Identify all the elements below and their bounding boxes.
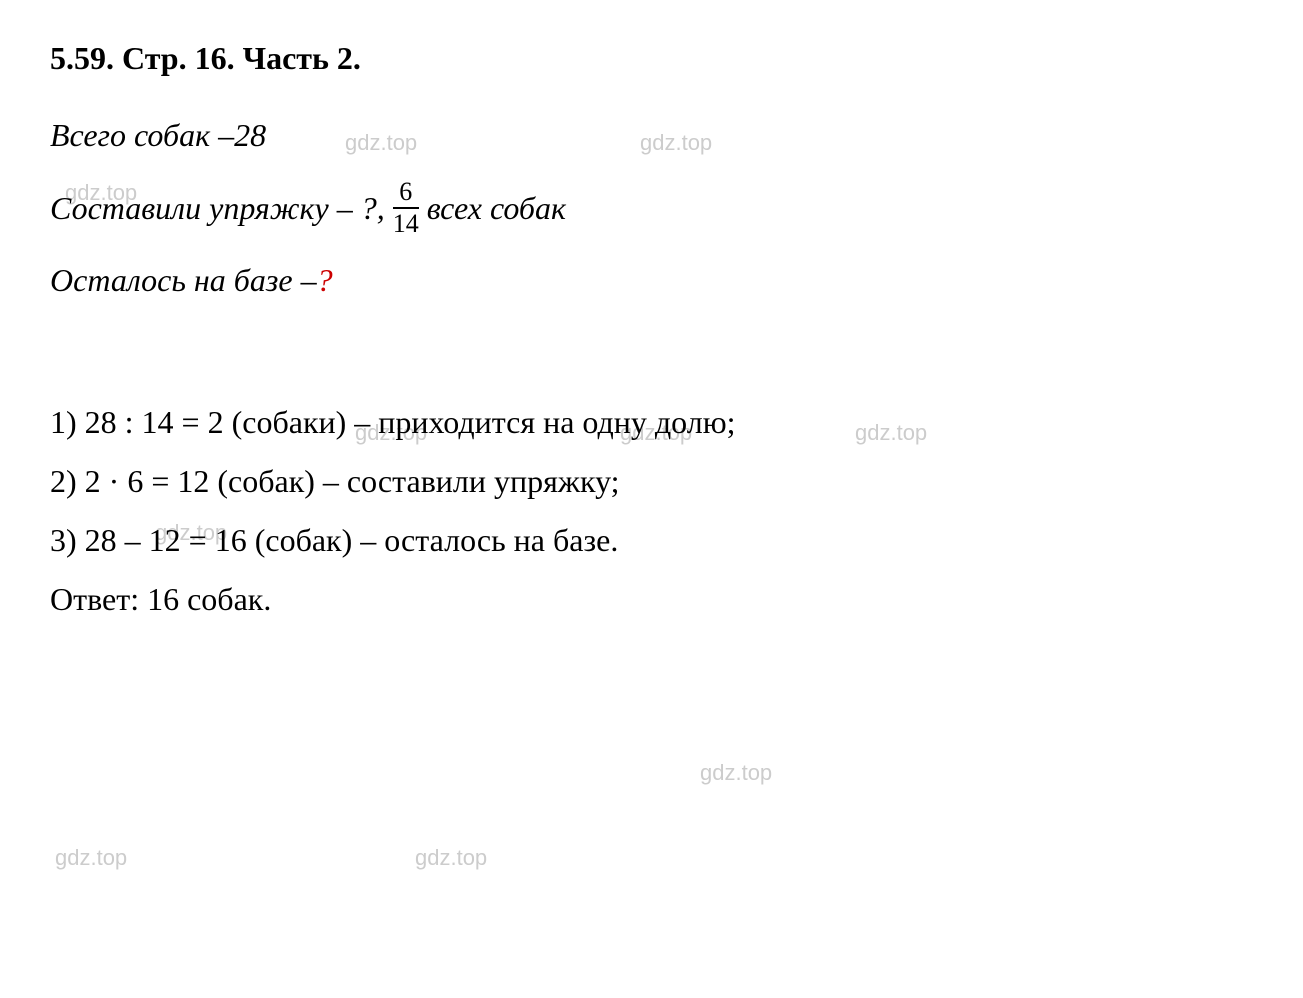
watermark-10: gdz.top (415, 845, 487, 871)
watermark-9: gdz.top (55, 845, 127, 871)
watermark-8: gdz.top (700, 760, 772, 786)
solution-step-1: 1) 28 : 14 = 2 (собаки) – приходится на … (50, 404, 1253, 441)
solution-step-2: 2) 2 · 6 = 12 (собак) – составили упряжк… (50, 463, 1253, 500)
given-line-1-prefix: Всего собак – (50, 117, 234, 154)
problem-title: 5.59. Стр. 16. Часть 2. (50, 40, 1253, 77)
answer: Ответ: 16 собак. (50, 581, 1253, 618)
question-mark: ? (317, 262, 333, 299)
given-line-3-prefix: Осталось на базе – (50, 262, 317, 299)
fraction-denominator: 14 (393, 207, 419, 237)
solution-step-3: 3) 28 – 12 = 16 (собак) – осталось на ба… (50, 522, 1253, 559)
given-line-3: Осталось на базе – ? (50, 262, 1253, 299)
fraction-numerator: 6 (399, 179, 412, 207)
fraction: 6 14 (393, 179, 419, 237)
given-line-1: Всего собак – 28 (50, 117, 1253, 154)
given-line-2: Составили упряжку – ?, 6 14 всех собак (50, 179, 1253, 237)
given-line-2-prefix: Составили упряжку – ?, (50, 190, 385, 227)
given-line-1-value: 28 (234, 117, 266, 154)
given-line-2-suffix: всех собак (427, 190, 566, 227)
